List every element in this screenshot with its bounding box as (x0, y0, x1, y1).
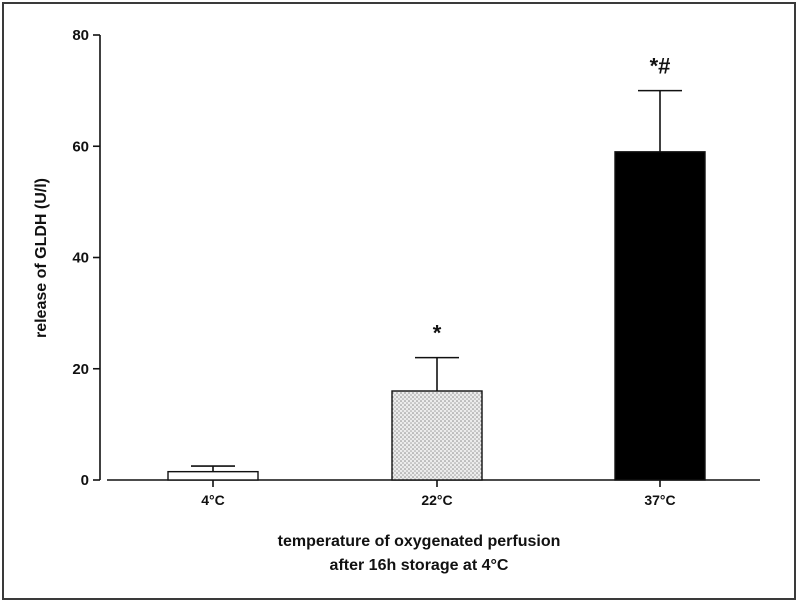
y-tick-label: 20 (72, 361, 89, 378)
x-axis-title-line1: temperature of oxygenated perfusion (278, 533, 561, 550)
x-tick-label: 37°C (644, 492, 675, 508)
x-tick-label: 22°C (421, 492, 452, 508)
bar (391, 390, 483, 481)
y-axis-title: release of GLDH (U/l) (33, 178, 50, 338)
significance-marker: * (433, 321, 442, 346)
x-axis-title-line2: after 16h storage at 4°C (330, 557, 509, 574)
y-tick-label: 0 (81, 472, 89, 489)
y-tick-label: 40 (72, 250, 89, 267)
y-tick-label: 60 (72, 138, 89, 155)
bar (167, 470, 259, 481)
bar (614, 151, 706, 481)
x-tick-label: 4°C (201, 492, 225, 508)
significance-marker: *# (650, 54, 671, 79)
y-tick-label: 80 (72, 27, 89, 44)
